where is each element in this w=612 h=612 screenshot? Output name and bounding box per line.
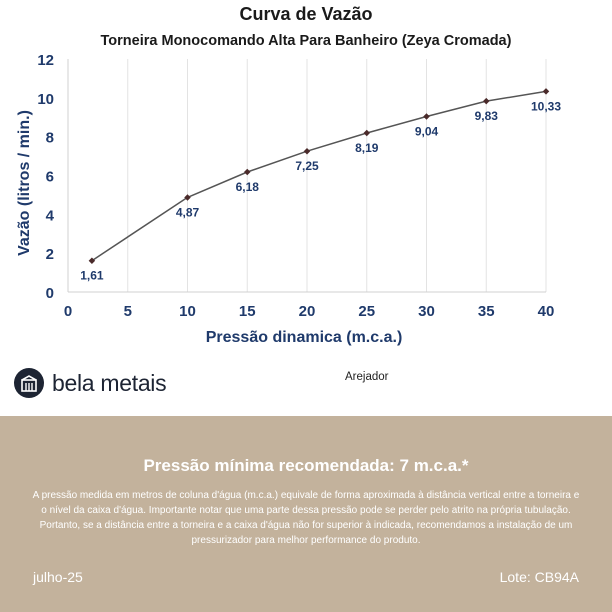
flow-curve-chart: Curva de Vazão Torneira Monocomando Alta… [16, 4, 561, 346]
data-label: 9,83 [475, 109, 499, 123]
x-tick-label: 0 [64, 303, 72, 320]
y-tick-label: 0 [46, 285, 54, 302]
x-tick-label: 30 [418, 303, 435, 320]
pressure-explanation: A pressão medida em metros de coluna d'á… [32, 490, 580, 546]
date-label: julho-25 [33, 569, 83, 585]
data-label: 8,19 [355, 141, 379, 155]
data-label: 4,87 [176, 205, 200, 219]
minimum-pressure-title: Pressão mínima recomendada: 7 m.c.a.* [143, 456, 469, 475]
legend-label: Arejador [345, 371, 389, 383]
legend-text-layer: Arejador [345, 371, 389, 383]
data-label: 1,61 [80, 269, 104, 283]
chart-title: Curva de Vazão [239, 4, 372, 24]
data-label: 10,33 [531, 99, 561, 113]
data-label: 6,18 [236, 180, 260, 194]
data-point-marker [243, 168, 251, 176]
x-tick-label: 40 [538, 303, 555, 320]
series-arejador: 1,61 4,87 6,18 7,25 8,19 9,04 9,83 10,33 [80, 88, 561, 283]
data-point-marker [482, 97, 490, 105]
series-line [91, 90, 547, 262]
chart-subtitle: Torneira Monocomando Alta Para Banheiro … [101, 33, 512, 49]
y-tick-label: 10 [37, 91, 54, 108]
data-point-marker [363, 129, 371, 137]
data-point-marker [303, 147, 311, 155]
y-tick-label: 6 [46, 169, 54, 186]
y-tick-label: 8 [46, 130, 54, 147]
data-point-marker [542, 88, 550, 95]
lot-label: Lote: CB94A [499, 569, 579, 585]
x-tick-label: 15 [239, 303, 256, 320]
building-icon [14, 368, 44, 398]
data-point-marker [88, 257, 96, 264]
y-tick-label: 2 [46, 246, 54, 263]
x-axis-label: Pressão dinamica (m.c.a.) [206, 329, 403, 346]
grid [127, 59, 547, 292]
axes [67, 59, 546, 293]
data-label: 7,25 [295, 159, 319, 173]
data-label: 9,04 [415, 124, 439, 138]
footer-panel: Pressão mínima recomendada: 7 m.c.a.* A … [0, 416, 612, 612]
y-tick-label: 4 [46, 207, 55, 224]
x-tick-label: 25 [358, 303, 375, 320]
y-tick-label: 12 [37, 52, 54, 69]
data-point-marker [423, 113, 430, 120]
brand-logo: bela metais [14, 368, 167, 398]
y-axis-label: Vazão (litros / min.) [16, 110, 33, 256]
brand-name: bela metais [52, 369, 167, 396]
x-tick-label: 10 [179, 303, 196, 320]
data-point-marker [184, 194, 191, 201]
tick-labels: 0 5 10 15 20 25 30 35 40 0 2 4 6 8 10 12 [37, 52, 554, 320]
x-tick-label: 20 [299, 303, 316, 320]
x-tick-label: 5 [124, 303, 132, 320]
x-tick-label: 35 [478, 303, 495, 320]
